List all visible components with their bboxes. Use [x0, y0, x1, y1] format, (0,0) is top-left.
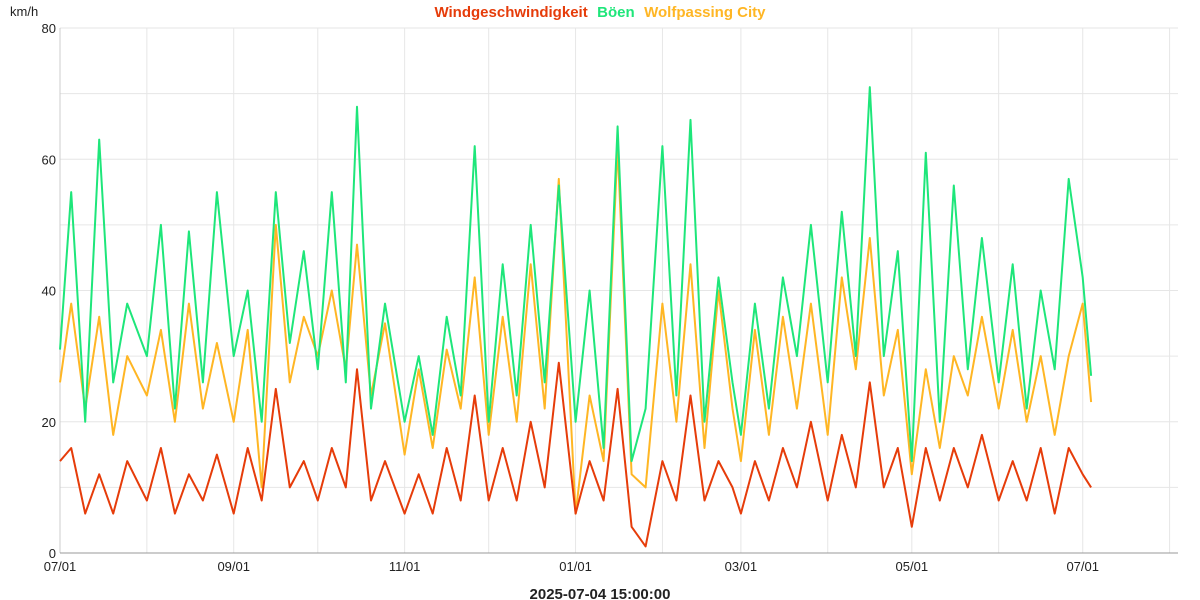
series-line-windgeschwindigkeit	[59, 361, 1092, 548]
title-boeen: Böen	[597, 4, 635, 21]
x-tick-label: 07/01	[44, 559, 77, 574]
x-tick-label: 05/01	[896, 559, 929, 574]
title-windgeschwindigkeit: Windgeschwindigkeit	[434, 4, 587, 21]
grid	[59, 27, 1178, 554]
x-tick-label: 07/01	[1066, 559, 1099, 574]
y-tick-label: 20	[42, 415, 56, 430]
x-tick-label: 11/01	[389, 559, 421, 574]
y-tick-label: 0	[49, 546, 56, 561]
x-tick-label: 03/01	[725, 559, 758, 574]
series-line-b-en	[59, 86, 1093, 463]
y-tick-label: 40	[42, 284, 56, 299]
y-tick-label: 80	[42, 21, 56, 36]
x-tick-labels: 07/01 09/01 11/01 01/01 03/01 05/01 07/01	[44, 559, 1099, 574]
y-tick-labels: 0 20 40 60 80	[42, 21, 56, 561]
series-layer	[59, 86, 1093, 548]
y-tick-label: 60	[42, 152, 56, 167]
y-unit-label: km/h	[10, 4, 38, 19]
series-line-wolfpassing-city	[59, 145, 1093, 515]
x-tick-label: 09/01	[217, 559, 250, 574]
x-tick-label: 01/01	[559, 559, 592, 574]
title-location: Wolfpassing City	[644, 4, 766, 21]
footer-timestamp: 2025-07-04 15:00:00	[530, 586, 671, 600]
chart-title: Windgeschwindigkeit Böen Wolfpassing Cit…	[434, 4, 766, 21]
